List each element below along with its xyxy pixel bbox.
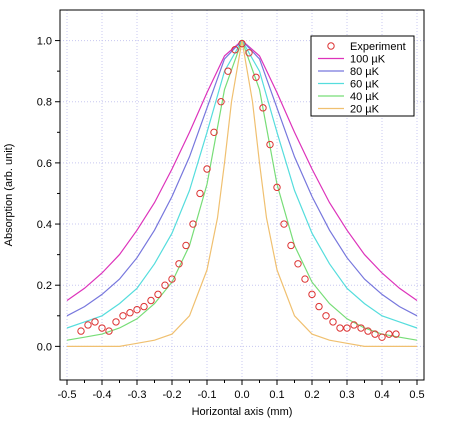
data-point-experiment xyxy=(238,39,246,48)
x-tick-label: -0.1 xyxy=(198,389,217,401)
data-point-experiment xyxy=(105,327,113,335)
y-tick-label: 1.0 xyxy=(37,36,52,48)
data-point-experiment xyxy=(98,324,106,332)
y-tick-label: 0.6 xyxy=(37,158,52,170)
legend-box xyxy=(310,35,415,117)
data-point-experiment xyxy=(91,318,99,326)
data-point-experiment xyxy=(315,302,323,311)
data-point-experiment xyxy=(154,290,162,299)
x-tick-label: 0.3 xyxy=(339,389,354,401)
data-point-experiment xyxy=(392,330,400,338)
x-tick-label: 0.0 xyxy=(234,389,249,401)
data-point-experiment xyxy=(259,104,267,112)
legend-label-experiment: Experiment xyxy=(350,41,406,53)
data-point-experiment xyxy=(287,241,295,250)
data-point-experiment xyxy=(217,98,225,106)
data-point-experiment xyxy=(378,333,386,341)
legend-label-100-k: 100 µK xyxy=(350,54,386,66)
data-point-experiment xyxy=(294,260,302,268)
data-point-experiment xyxy=(280,220,288,228)
x-axis-title: Horizontal axis (mm) xyxy=(192,406,293,418)
y-tick-label: 0.2 xyxy=(37,280,52,292)
data-point-experiment xyxy=(245,49,253,57)
data-point-experiment xyxy=(266,140,274,149)
legend-label-20-k: 20 µK xyxy=(350,104,380,116)
legend-label-80-k: 80 µK xyxy=(350,66,380,78)
data-point-experiment xyxy=(252,73,260,81)
y-tick-label: 0.8 xyxy=(37,97,52,109)
data-point-experiment xyxy=(273,183,281,192)
data-point-experiment xyxy=(84,321,92,329)
data-point-experiment xyxy=(140,302,148,311)
data-point-experiment xyxy=(371,330,379,338)
data-point-experiment xyxy=(126,309,134,317)
data-point-experiment xyxy=(147,296,155,305)
data-point-experiment xyxy=(231,46,239,54)
legend-label-40-k: 40 µK xyxy=(350,91,380,103)
x-tick-label: -0.3 xyxy=(128,389,147,401)
data-point-experiment xyxy=(301,275,309,283)
data-point-experiment xyxy=(357,324,365,332)
y-axis-title: Absorption (arb. unit) xyxy=(3,144,15,247)
data-point-experiment xyxy=(175,260,183,268)
legend-marker-experiment xyxy=(327,42,335,50)
y-tick-label: 0.4 xyxy=(37,219,52,231)
x-tick-label: 0.1 xyxy=(269,389,284,401)
data-point-experiment xyxy=(133,305,141,314)
x-tick-label: 0.5 xyxy=(409,389,424,401)
data-point-experiment xyxy=(224,67,232,75)
data-point-experiment xyxy=(196,189,204,198)
data-point-experiment xyxy=(308,290,316,299)
data-point-experiment xyxy=(77,327,85,335)
data-point-experiment xyxy=(329,318,337,326)
data-point-experiment xyxy=(364,327,372,335)
data-point-experiment xyxy=(182,241,190,250)
data-point-experiment xyxy=(189,220,197,228)
data-point-experiment xyxy=(350,321,358,329)
data-point-experiment xyxy=(336,324,344,332)
legend-label-60-k: 60 µK xyxy=(350,79,380,91)
axes: -0.5 -0.4 -0.3 -0.2 -0.1 0.0 0.1 0.2 0.3 0.4 0.5 0.… xyxy=(37,36,425,401)
data-point-experiment xyxy=(161,281,169,289)
series-layer xyxy=(66,38,418,347)
data-point-experiment xyxy=(119,312,127,320)
data-point-experiment xyxy=(168,275,176,283)
data-point-experiment xyxy=(385,330,393,338)
data-point-experiment xyxy=(210,128,218,137)
data-point-experiment xyxy=(203,165,211,173)
x-tick-label: -0.5 xyxy=(58,389,77,401)
data-point-experiment xyxy=(343,324,351,332)
x-tick-label: -0.4 xyxy=(93,389,112,401)
data-point-experiment xyxy=(322,312,330,320)
y-tick-label: 0.0 xyxy=(37,341,52,353)
data-point-experiment xyxy=(112,318,120,326)
x-tick-label: 0.2 xyxy=(304,389,319,401)
x-tick-label: 0.4 xyxy=(374,389,389,401)
x-tick-label: -0.2 xyxy=(163,389,182,401)
